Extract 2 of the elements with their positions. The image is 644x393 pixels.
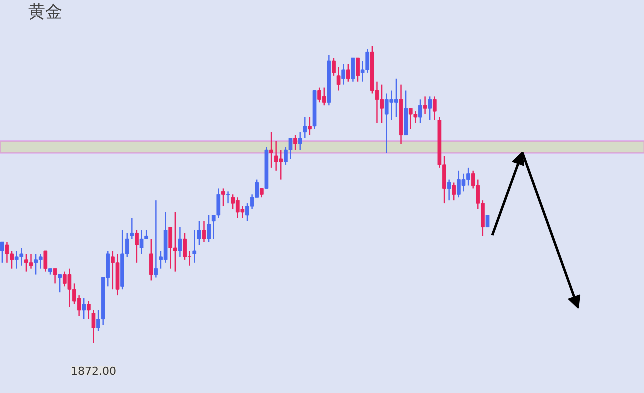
chart-title: 黄金: [28, 2, 62, 22]
annotation: 1872.00: [70, 365, 116, 378]
